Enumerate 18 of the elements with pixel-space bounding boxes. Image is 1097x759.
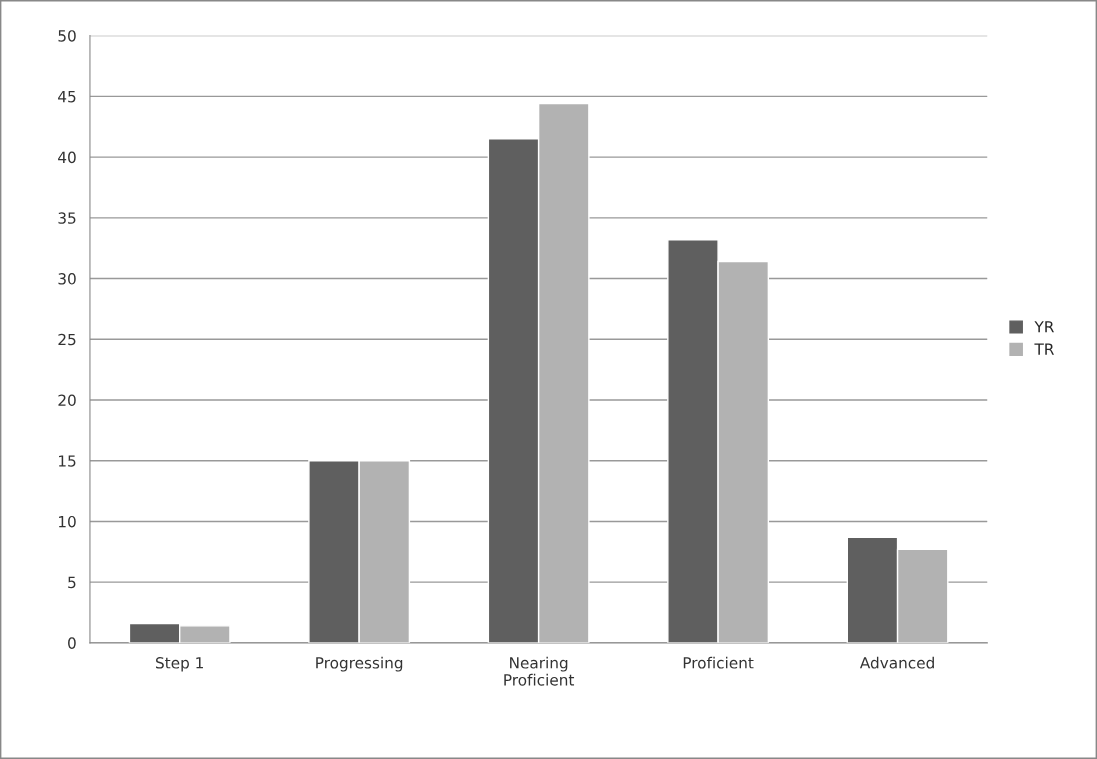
y-tick-label: 20 — [58, 394, 76, 407]
x-tick-label: Advanced — [859, 656, 934, 669]
y-tick-label: 25 — [58, 333, 76, 346]
y-tick-label: 35 — [58, 212, 76, 224]
y-tick-label: 5 — [68, 576, 76, 589]
y-tick-label: 45 — [58, 91, 76, 103]
legend-label: TR — [1034, 343, 1054, 355]
y-tick-label: 15 — [59, 455, 76, 467]
legend-label: YR — [1034, 321, 1054, 333]
x-tick-label: Proficient — [683, 656, 754, 669]
x-tick-label: Step 1 — [156, 657, 203, 672]
x-tick-label: Progressing — [316, 656, 403, 672]
y-tick-label: 40 — [58, 151, 76, 164]
y-tick-label: 50 — [58, 30, 76, 42]
x-tick-label: Nearing Proficient — [504, 656, 575, 686]
y-tick-label: 10 — [59, 515, 76, 528]
y-tick-label: 30 — [58, 273, 76, 285]
y-tick-label: 0 — [68, 637, 76, 649]
